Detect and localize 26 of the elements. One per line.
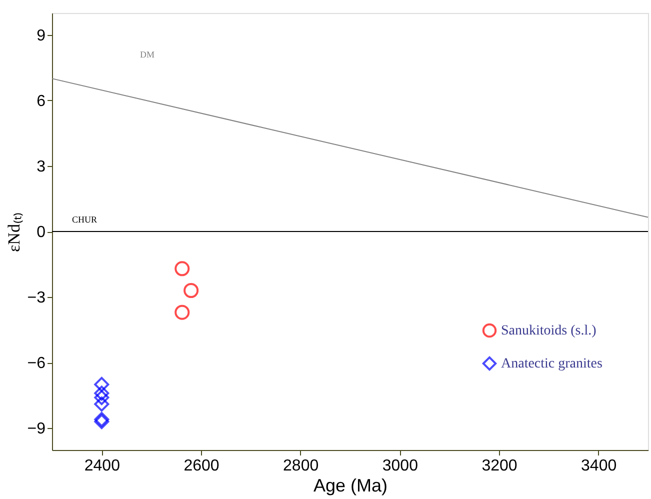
y-tick-label: −3 [27, 290, 46, 307]
legend-label: Sanukitoids (s.l.) [501, 324, 597, 338]
point [174, 261, 190, 276]
point [94, 390, 110, 406]
x-tick-label: 3000 [382, 458, 418, 474]
point [94, 376, 110, 392]
y-axis-title: εNd₍ₜ₎ [4, 212, 24, 252]
y-tick-label: −9 [27, 420, 46, 438]
y-tick-label: 0 [36, 224, 46, 241]
ref-line-label: CHUR [72, 214, 98, 224]
x-tick-label: 2800 [283, 458, 319, 474]
y-tick-label: 6 [36, 92, 46, 110]
point [94, 396, 110, 412]
x-axis-title: Age (Ma) [313, 476, 388, 496]
point [184, 282, 199, 298]
x-tick-label: 2600 [184, 458, 220, 474]
legend-label: Anatectic granites [501, 356, 602, 372]
y-tick-label: −6 [27, 355, 46, 372]
x-tick-label: 3400 [581, 458, 617, 474]
x-tick-label: 3200 [482, 458, 518, 474]
x-tick-label: 2400 [84, 458, 120, 474]
text: DM [140, 50, 155, 60]
point [174, 304, 190, 320]
y-tick-label: 3 [36, 158, 46, 176]
y-tick-label: 9 [36, 27, 46, 44]
point [94, 386, 110, 401]
